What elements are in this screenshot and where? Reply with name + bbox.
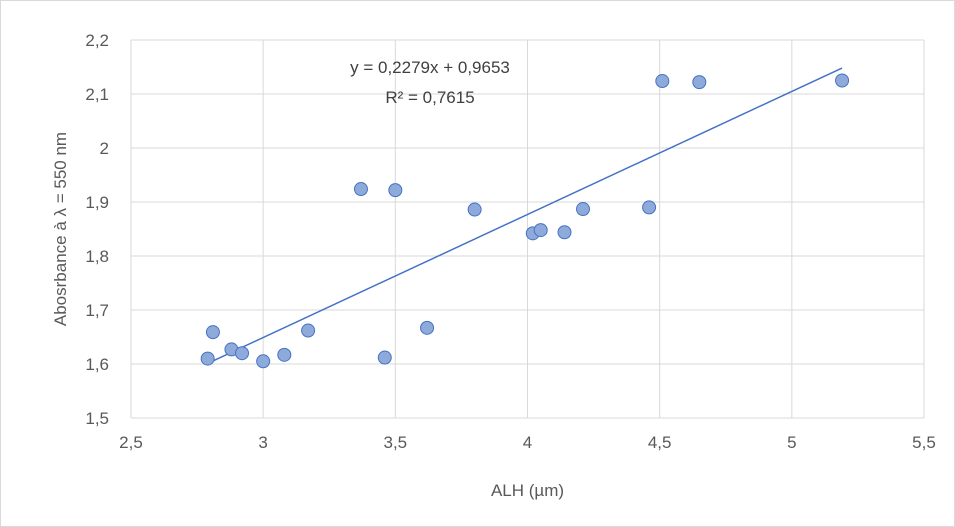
data-point [420, 320, 435, 335]
x-axis-title: ALH (µm) [491, 481, 564, 500]
y-tick-label: 1,5 [85, 409, 109, 428]
data-point [533, 223, 548, 238]
data-point [353, 182, 368, 197]
data-point [277, 347, 292, 362]
x-tick-label: 5,5 [912, 433, 936, 452]
y-tick-label: 1,6 [85, 355, 109, 374]
trendline-r-squared: R² = 0,7615 [385, 88, 474, 107]
data-points [200, 73, 850, 369]
data-point [377, 350, 392, 365]
x-tick-label: 3,5 [384, 433, 408, 452]
y-tick-label: 2 [100, 139, 109, 158]
data-point [835, 73, 850, 88]
x-tick-label: 3 [258, 433, 267, 452]
data-point [467, 202, 482, 217]
x-tick-label: 5 [787, 433, 796, 452]
data-point [388, 183, 403, 198]
data-point [256, 354, 271, 369]
x-tick-label: 4,5 [648, 433, 672, 452]
data-point [557, 225, 572, 240]
data-point [692, 75, 707, 90]
y-tick-label: 2,2 [85, 31, 109, 50]
y-tick-label: 1,8 [85, 247, 109, 266]
y-tick-label: 1,9 [85, 193, 109, 212]
trendline-equation: y = 0,2279x + 0,9653 [350, 58, 510, 77]
x-tick-label: 4 [523, 433, 532, 452]
tick-labels: 2,5 3 3,5 4 4,5 5 5,5 1,5 1,6 1,7 1,8 1,9 2 2,1 2,2 [85, 31, 935, 452]
y-tick-label: 2,1 [85, 85, 109, 104]
data-point [205, 325, 220, 340]
data-point [576, 202, 591, 217]
y-axis-title: Abosrbance à λ = 550 nm [51, 132, 70, 326]
data-point [642, 200, 657, 215]
data-point [301, 323, 316, 338]
data-point [655, 74, 670, 89]
data-point [235, 346, 250, 361]
data-point [200, 351, 215, 366]
y-tick-label: 1,7 [85, 301, 109, 320]
trendline [207, 67, 843, 365]
x-tick-label: 2,5 [119, 433, 143, 452]
